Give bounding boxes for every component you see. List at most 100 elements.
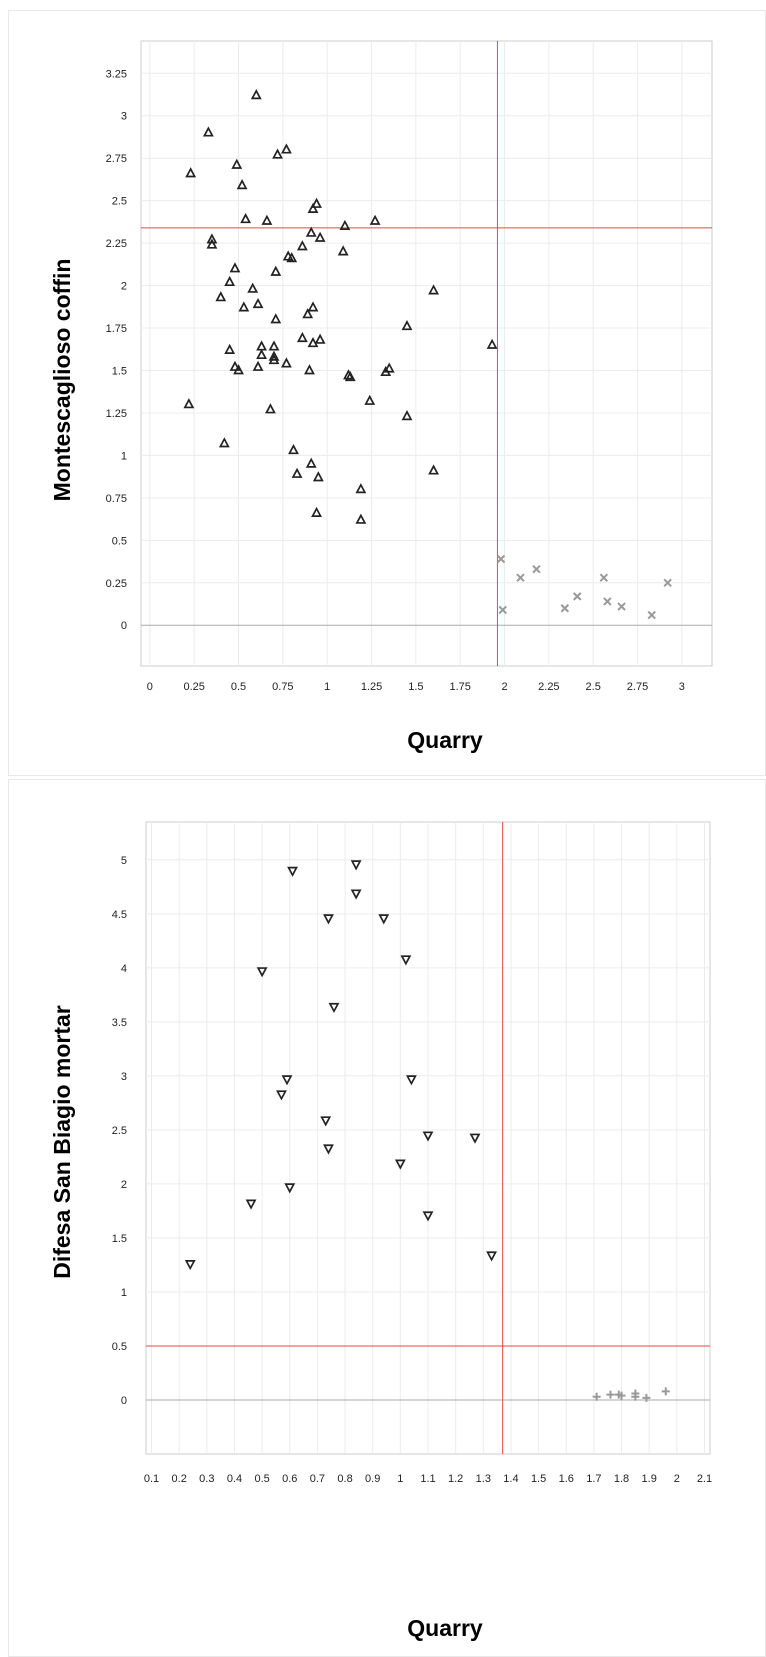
triangle-up-point: [305, 226, 317, 237]
y-tick-label: 2.75: [106, 153, 127, 165]
triangle-up-point: [270, 313, 282, 324]
triangle-down-point: [486, 1251, 498, 1262]
x-tick-label: 2.75: [627, 681, 648, 693]
triangle-up-point: [311, 197, 322, 208]
triangle-up-point: [302, 308, 314, 319]
x-axis-title-1: Quarry: [407, 727, 483, 753]
triangle-up-point: [270, 265, 282, 276]
triangle-down-point: [276, 1090, 287, 1101]
triangle-up-point: [261, 214, 273, 225]
y-tick-label: 2: [121, 1179, 127, 1191]
triangle-down-point: [422, 1131, 434, 1142]
y-tick-label: 3.25: [106, 68, 127, 80]
triangle-up-point: [224, 343, 236, 354]
x-marker-point: [663, 578, 672, 587]
x-marker-point: [496, 554, 506, 564]
triangle-down-point: [256, 967, 268, 978]
triangle-up-point: [401, 410, 413, 421]
triangle-down-point: [394, 1159, 406, 1170]
triangle-up-point: [339, 219, 351, 230]
y-tick-label: 0: [121, 620, 127, 632]
plot-area-1: [140, 40, 713, 667]
triangle-up-point: [344, 370, 356, 382]
x-tick-label: 0.1: [144, 1473, 159, 1485]
x-tick-label: 0: [147, 681, 153, 693]
triangle-up-point: [236, 179, 248, 190]
y-tick-label: 1: [121, 450, 127, 462]
x-marker-point: [498, 605, 507, 615]
triangle-down-point: [323, 1144, 334, 1155]
y-tick-label: 0.5: [112, 1341, 127, 1353]
triangle-up-point: [256, 348, 268, 360]
x-tick-label: 0.25: [183, 681, 204, 693]
x-tick-label: 0.5: [254, 1473, 269, 1485]
y-tick-label: 5: [121, 855, 127, 867]
y-tick-label: 1: [121, 1287, 127, 1299]
x-tick-label: 2.25: [538, 681, 559, 693]
x-tick-label: 1.5: [408, 681, 423, 693]
y-tick-label: 3: [121, 111, 127, 123]
x-tick-label: 0.4: [227, 1473, 242, 1485]
triangle-up-point: [185, 167, 197, 178]
triangle-up-point: [291, 467, 303, 478]
threshold-lines-2: [146, 822, 710, 1454]
x-tick-label: 1: [324, 681, 330, 693]
x-tick-label: 1: [397, 1473, 403, 1485]
y-tick-label: 4: [121, 963, 127, 975]
x-marker-point: [603, 597, 612, 606]
triangle-up-point: [206, 233, 218, 244]
y-tick-label: 3.5: [112, 1017, 127, 1029]
triangle-down-point: [350, 860, 362, 871]
plus-marker-point: [592, 1392, 601, 1401]
y-tick-label: 1.75: [106, 323, 127, 335]
triangle-up-point: [314, 231, 326, 242]
triangle-down-point: [320, 1116, 332, 1127]
triangle-down-point: [245, 1199, 257, 1210]
triangle-up-point: [288, 444, 299, 455]
triangle-down-point: [323, 914, 334, 925]
plus-marker-point: [606, 1390, 615, 1399]
triangle-up-point: [268, 340, 280, 351]
triangle-down-point: [405, 1075, 417, 1086]
x-tick-label: 1.3: [476, 1473, 491, 1485]
triangle-up-point: [383, 362, 395, 373]
y-tick-label: 1.5: [112, 365, 127, 377]
triangle-down-point: [287, 866, 298, 877]
triangle-up-point: [355, 483, 367, 494]
y-tick-label: 1.5: [112, 1233, 127, 1245]
triangle-up-point: [286, 252, 298, 263]
x-tick-label: 0.6: [282, 1473, 297, 1485]
triangle-up-point: [380, 365, 392, 377]
triangle-up-point: [247, 282, 259, 293]
triangle-up-point: [486, 338, 498, 349]
triangle-up-point: [268, 350, 280, 361]
triangle-up-point: [428, 464, 440, 475]
triangle-up-point: [272, 148, 283, 159]
triangle-down-point: [284, 1183, 296, 1194]
triangle-up-point: [252, 360, 264, 371]
triangle-up-point: [206, 238, 218, 249]
x-marker-point: [516, 573, 525, 582]
grid-2: [146, 822, 710, 1454]
y-tick-label: 4.5: [112, 909, 127, 921]
y-tick-label: 1.25: [106, 408, 127, 420]
x-tick-label: 2: [501, 681, 507, 693]
x-tick-label: 2.1: [697, 1473, 712, 1485]
triangle-down-point: [184, 1260, 196, 1271]
triangle-down-point: [469, 1133, 481, 1144]
x-tick-label: 0.7: [310, 1473, 325, 1485]
x-tick-label: 0.5: [231, 681, 246, 693]
triangle-up-point: [307, 337, 319, 348]
triangle-down-point: [400, 955, 412, 966]
triangle-up-point: [364, 394, 376, 405]
triangle-up-point: [280, 357, 292, 368]
triangle-up-point: [307, 202, 319, 213]
triangle-up-point: [304, 364, 315, 375]
x-tick-label: 0.9: [365, 1473, 380, 1485]
y-tick-label: 0.75: [106, 493, 127, 505]
y-tick-label: 2: [121, 281, 127, 293]
triangle-up-point: [202, 126, 214, 137]
triangle-up-point: [312, 471, 324, 482]
grid-1: [141, 41, 712, 666]
x-tick-label: 0.3: [199, 1473, 214, 1485]
